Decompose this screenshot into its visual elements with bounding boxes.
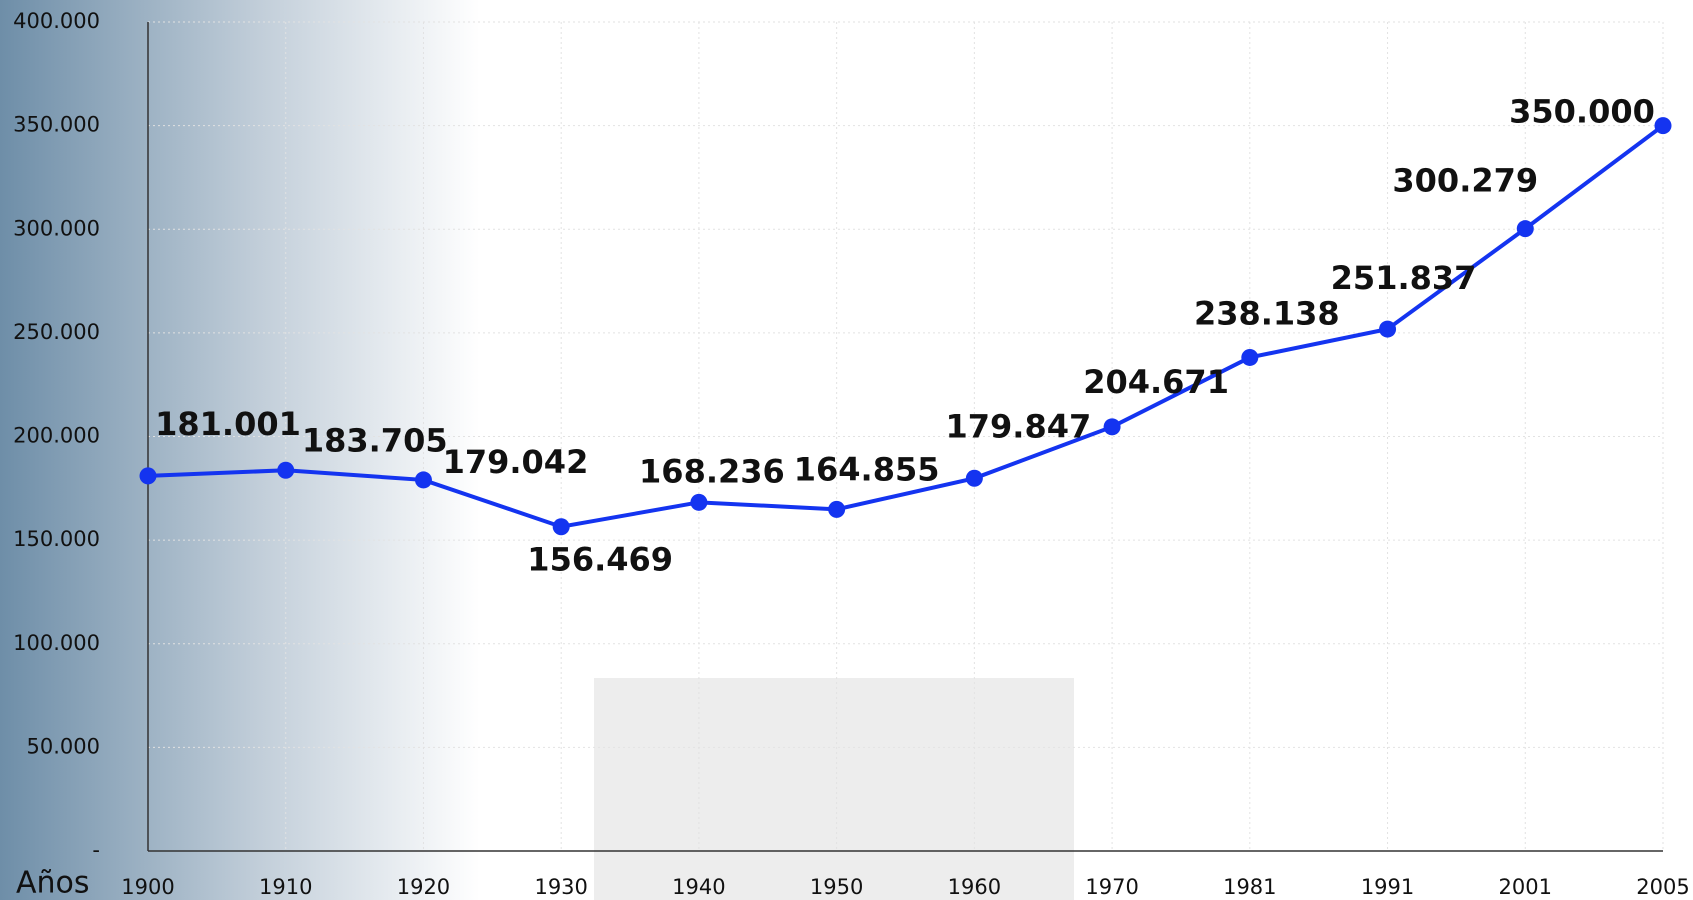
data-label: 350.000 (1509, 93, 1655, 131)
y-tick-label: 350.000 (13, 113, 100, 137)
family-image (594, 678, 1074, 900)
x-axis-label: Años (16, 866, 90, 900)
y-tick-label: 50.000 (27, 734, 100, 758)
point (277, 461, 295, 479)
point (552, 518, 570, 536)
x-tick-label: 1970 (1085, 875, 1138, 899)
y-tick-label: 250.000 (13, 320, 100, 344)
point (1103, 418, 1121, 436)
x-tick-label: 1940 (672, 875, 725, 899)
y-tick-label: 100.000 (13, 631, 100, 655)
x-tick-label: 2005 (1636, 875, 1689, 899)
point (414, 471, 432, 489)
x-tick-label: 1900 (121, 875, 174, 899)
point (1516, 220, 1534, 238)
data-label: 204.671 (1083, 363, 1229, 401)
x-tick-label: 1960 (948, 875, 1001, 899)
y-tick-label: 400.000 (13, 9, 100, 33)
line (147, 124, 1665, 529)
data-label: 300.279 (1392, 162, 1538, 200)
data-label: 168.236 (639, 452, 785, 490)
point (828, 500, 846, 518)
x-tick-label: 1910 (259, 875, 312, 899)
y-tick-label: 300.000 (13, 216, 100, 240)
point (690, 493, 708, 511)
point (1241, 348, 1259, 366)
data-label: 251.837 (1331, 259, 1477, 297)
y-tick-label: - (92, 838, 100, 862)
data-label: 181.001 (155, 405, 301, 443)
data-label: 179.847 (945, 407, 1091, 445)
x-tick-label: 1930 (534, 875, 587, 899)
data-label: 238.138 (1194, 294, 1340, 332)
point (1654, 117, 1672, 135)
data-label: 164.855 (794, 450, 940, 488)
data-label: 179.042 (443, 443, 589, 481)
x-tick-label: 1920 (397, 875, 450, 899)
x-tick-label: 2001 (1499, 875, 1552, 899)
x-tick-label: 1981 (1223, 875, 1276, 899)
point (1379, 320, 1397, 338)
point (139, 467, 157, 485)
x-tick-label: 1991 (1361, 875, 1414, 899)
y-tick-label: 200.000 (13, 424, 100, 448)
y-tick-label: 150.000 (13, 527, 100, 551)
background-gradient (0, 0, 480, 900)
data-label: 183.705 (302, 421, 448, 459)
data-label: 156.469 (527, 541, 673, 579)
x-tick-label: 1950 (810, 875, 863, 899)
point (965, 469, 983, 487)
